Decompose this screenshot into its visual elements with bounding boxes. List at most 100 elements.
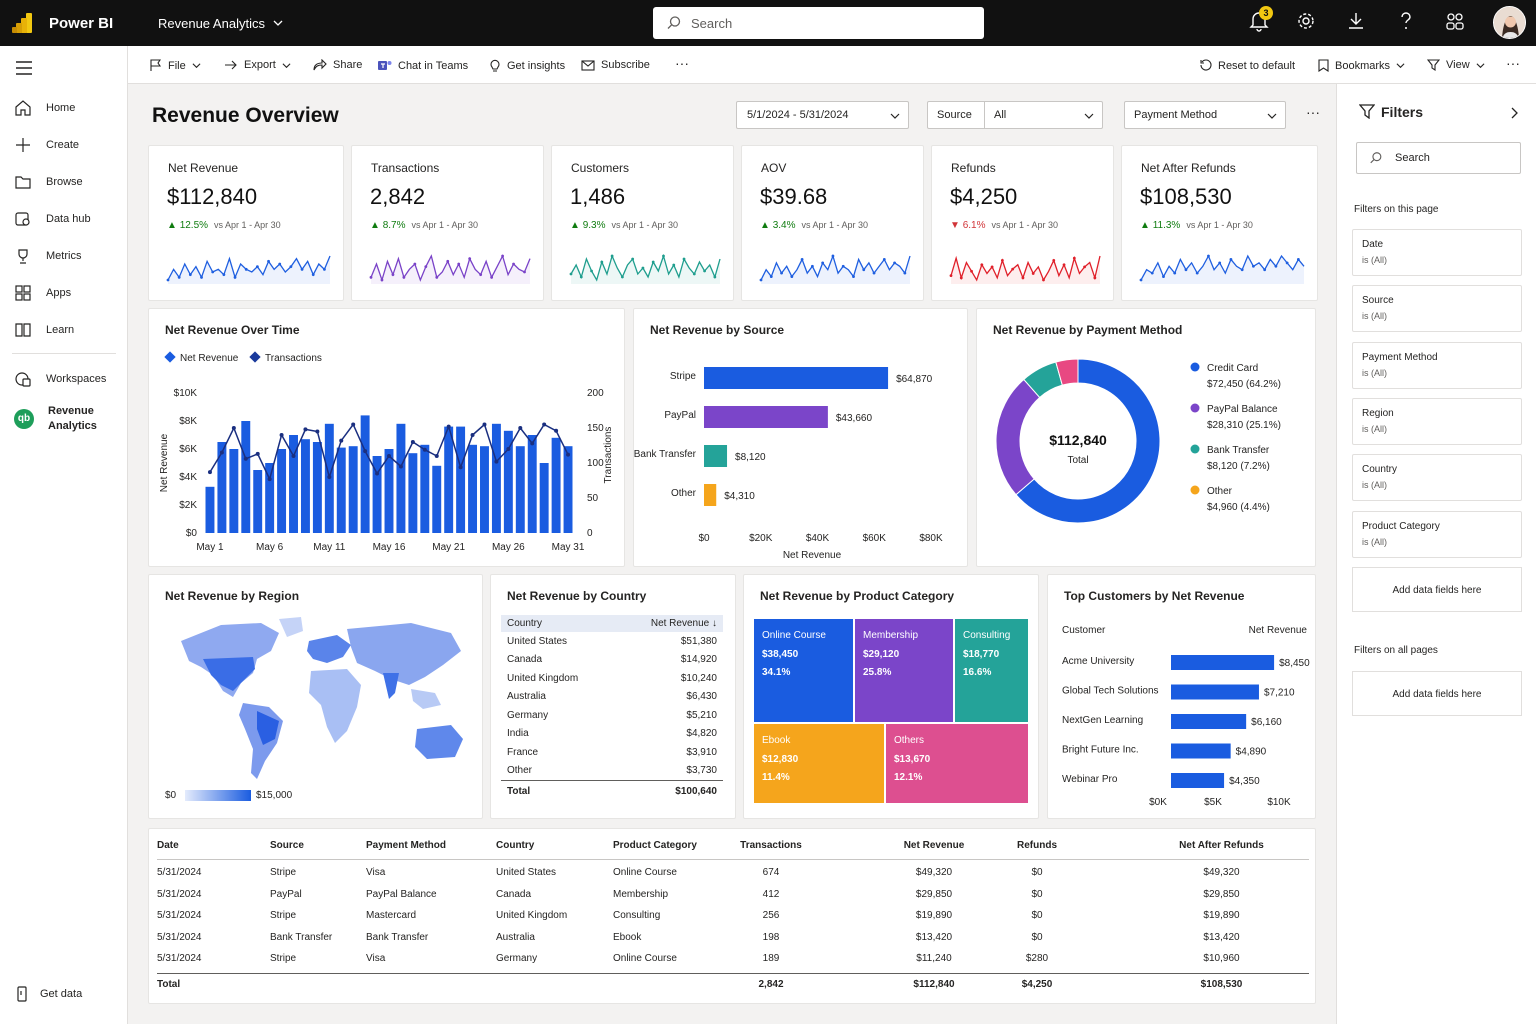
filter-card-source[interactable]: Source is (All)	[1352, 285, 1522, 333]
net-revenue-by-payment-method-visual[interactable]: Net Revenue by Payment Method $112,840 To…	[976, 308, 1316, 567]
map-southeast-asia[interactable]	[411, 689, 441, 709]
treemap-tile[interactable]: Membership $29,120 25.8%	[855, 619, 953, 722]
filter-card-payment-method[interactable]: Payment Method is (All)	[1352, 341, 1522, 389]
add-all-pages-filter-dropzone[interactable]: Add data fields here	[1352, 671, 1522, 716]
table-row[interactable]: 5/31/2024 Bank Transfer Bank Transfer Austr…	[149, 932, 1309, 952]
column-header-net-revenue[interactable]: Net Revenue ↓	[650, 618, 717, 629]
transactions-point	[518, 426, 523, 430]
treemap-tile[interactable]: Others $13,670 12.1%	[886, 724, 1028, 803]
map-africa[interactable]	[309, 669, 361, 743]
map-europe[interactable]	[307, 635, 351, 663]
map-greenland[interactable]	[279, 617, 303, 637]
treemap-tile[interactable]: Ebook $12,830 11.4%	[754, 724, 884, 803]
payment-method-slicer[interactable]: Payment Method	[1124, 101, 1286, 129]
people-icon[interactable]	[1445, 10, 1465, 32]
net-revenue-by-country-visual[interactable]: Net Revenue by Country Country Net Revenu…	[490, 574, 736, 819]
table-row[interactable]: Germany $5,210	[501, 706, 723, 725]
kpi-label: Net After Refunds	[1141, 161, 1236, 175]
nav-home[interactable]: Home	[14, 100, 75, 116]
filter-card-date[interactable]: Date is (All)	[1352, 229, 1522, 276]
table-row[interactable]: United States $51,380	[501, 632, 723, 651]
download-icon[interactable]	[1346, 10, 1366, 32]
subscribe-button[interactable]: Subscribe	[581, 59, 650, 71]
gear-icon[interactable]	[1296, 10, 1316, 32]
workspace-dropdown[interactable]: Revenue Analytics	[158, 16, 283, 31]
chevron-right-icon[interactable]	[1509, 107, 1519, 119]
notifications-button[interactable]: 3	[1249, 6, 1273, 37]
nav-create[interactable]: Create	[14, 137, 79, 153]
nav-metrics[interactable]: Metrics	[14, 248, 81, 264]
search-input[interactable]: Search	[653, 7, 984, 39]
add-page-filter-dropzone[interactable]: Add data fields here	[1352, 567, 1522, 612]
nav-workspaces[interactable]: Workspaces	[14, 371, 106, 387]
table-cell: Visa	[366, 953, 386, 964]
treemap-tile[interactable]: Online Course $38,450 34.1%	[754, 619, 853, 722]
get-data-icon	[17, 986, 27, 1002]
kpi-card[interactable]: Customers 1,486 ▲ 9.3% vs Apr 1 - Apr 30	[551, 145, 734, 301]
table-row[interactable]: Other $3,730	[501, 762, 723, 781]
top-customers-visual[interactable]: Top Customers by Net Revenue Customer Net…	[1047, 574, 1316, 819]
map-india[interactable]	[383, 673, 399, 699]
nav-data-hub[interactable]: Data hub	[14, 211, 91, 227]
table-cell: $29,850	[1203, 888, 1240, 900]
hamburger-menu-icon[interactable]	[16, 61, 32, 75]
table-row[interactable]: United Kingdom $10,240	[501, 669, 723, 688]
table-row[interactable]: 5/31/2024 Stripe Visa United States Online C…	[149, 867, 1309, 887]
table-row[interactable]: 5/31/2024 Stripe Mastercard United Kingdom C…	[149, 910, 1309, 930]
chat-in-teams-button[interactable]: Chat in Teams	[378, 59, 468, 72]
net-revenue-over-time-visual[interactable]: Net Revenue Over Time Net Revenue Transac…	[148, 308, 625, 567]
x-axis-title: Net Revenue	[783, 550, 842, 561]
nav-revenue-analytics[interactable]: qb Revenue Analytics	[14, 404, 108, 434]
detail-table-visual[interactable]: Date Source Payment Method Country Product C…	[148, 828, 1316, 1004]
map-brazil[interactable]	[257, 711, 279, 745]
nav-get-data[interactable]: Get data	[16, 986, 82, 1002]
more-options-button[interactable]: ···	[675, 55, 689, 71]
map-australia[interactable]	[415, 725, 463, 759]
nav-browse[interactable]: Browse	[14, 174, 83, 190]
nav-apps[interactable]: Apps	[14, 285, 71, 301]
table-total-row: Total $100,640	[501, 780, 723, 802]
map-usa[interactable]	[203, 657, 255, 691]
toolbar-more-button[interactable]: ···	[1506, 55, 1520, 71]
view-menu[interactable]: View	[1427, 59, 1485, 71]
flag-icon	[150, 59, 162, 71]
revenue-bar	[515, 446, 525, 533]
table-row[interactable]: 5/31/2024 PayPal PayPal Balance Canada Membe…	[149, 889, 1309, 909]
net-revenue-by-region-visual[interactable]: Net Revenue by Region $0 $15,000	[148, 574, 483, 819]
avatar[interactable]	[1493, 6, 1526, 39]
table-row[interactable]: Canada $14,920	[501, 651, 723, 670]
bookmarks-menu[interactable]: Bookmarks	[1318, 59, 1405, 72]
kpi-card[interactable]: Transactions 2,842 ▲ 8.7% vs Apr 1 - Apr 30	[351, 145, 544, 301]
filters-search-input[interactable]: Search	[1356, 142, 1521, 174]
table-row[interactable]: Australia $6,430	[501, 688, 723, 707]
reset-to-default-button[interactable]: Reset to default	[1199, 59, 1295, 72]
table-row[interactable]: India $4,820	[501, 725, 723, 744]
table-cell: Germany	[496, 953, 538, 964]
power-bi-logo-icon[interactable]	[12, 12, 34, 34]
nav-learn[interactable]: Learn	[14, 322, 74, 338]
net-revenue-by-product-category-visual[interactable]: Net Revenue by Product Category Online C…	[743, 574, 1039, 819]
share-button[interactable]: Share	[313, 59, 362, 71]
net-revenue-by-source-visual[interactable]: Net Revenue by Source Stripe $64,870 PayPa…	[633, 308, 968, 567]
filter-card-country[interactable]: Country is (All)	[1352, 454, 1522, 502]
sparkline-point	[222, 273, 226, 277]
table-row[interactable]: France $3,910	[501, 743, 723, 762]
page-more-button[interactable]: ···	[1306, 104, 1320, 120]
customer-name: Bright Future Inc.	[1062, 745, 1139, 756]
source-slicer[interactable]: Source All	[927, 101, 1103, 129]
kpi-card[interactable]: Refunds $4,250 ▼ 6.1% vs Apr 1 - Apr 30	[931, 145, 1114, 301]
date-range-slicer[interactable]: 5/1/2024 - 5/31/2024	[736, 101, 909, 129]
trophy-icon	[18, 249, 28, 264]
filter-card-product-category[interactable]: Product Category is (All)	[1352, 510, 1522, 558]
treemap-tile[interactable]: Consulting $18,770 16.6%	[955, 619, 1028, 722]
help-icon[interactable]	[1396, 10, 1416, 32]
get-insights-button[interactable]: Get insights	[489, 59, 565, 73]
file-menu[interactable]: File	[150, 59, 201, 72]
table-row[interactable]: 5/31/2024 Stripe Visa Germany Online Course 1…	[149, 953, 1309, 973]
map-asia[interactable]	[347, 623, 461, 685]
filter-card-region[interactable]: Region is (All)	[1352, 397, 1522, 445]
kpi-card[interactable]: Net Revenue $112,840 ▲ 12.5% vs Apr 1 - Apr…	[148, 145, 344, 301]
kpi-card[interactable]: AOV $39.68 ▲ 3.4% vs Apr 1 - Apr 30	[741, 145, 924, 301]
kpi-card[interactable]: Net After Refunds $108,530 ▲ 11.3% vs Apr 1…	[1121, 145, 1318, 301]
export-menu[interactable]: Export	[224, 59, 291, 71]
